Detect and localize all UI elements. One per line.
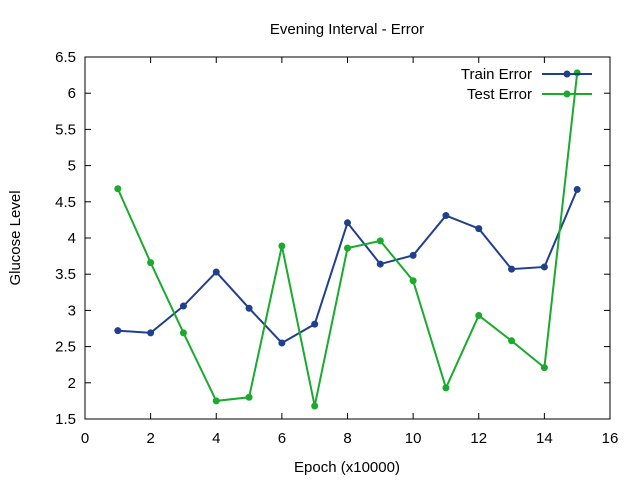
test-error-point: [245, 393, 253, 401]
y-tick-label: 5.5: [55, 121, 76, 138]
train-error-line: [117, 189, 579, 345]
test-error-point: [573, 69, 581, 77]
y-axis: 1.5 2 2.5 3 3.5 4 4.5 5 5.5 6 6.5: [55, 49, 610, 428]
chart-title: Evening Interval - Error: [270, 21, 424, 38]
y-tick-label: 6: [68, 85, 76, 102]
test-error-point: [508, 337, 516, 345]
x-axis-label: Epoch (x10000): [294, 459, 400, 476]
train-error-point: [442, 212, 450, 220]
train-error-point: [114, 327, 122, 335]
test-error-point: [376, 237, 384, 245]
test-error-line: [116, 72, 579, 407]
test-error-point: [311, 402, 319, 410]
train-error-point: [508, 265, 516, 273]
y-tick-label: 4: [68, 230, 76, 247]
legend-marker-train-error: [563, 70, 571, 78]
train-error-point: [344, 219, 351, 227]
train-error-point: [245, 304, 253, 312]
legend: Train Error Test Error: [461, 66, 592, 103]
test-error-point: [147, 259, 155, 267]
test-error-point: [475, 311, 483, 319]
test-error-point: [179, 329, 187, 337]
y-tick-label: 6.5: [55, 49, 76, 66]
train-error-point: [409, 251, 417, 259]
test-error-point: [344, 244, 351, 252]
series-layer: [114, 69, 581, 410]
y-tick-label: 3.5: [55, 266, 76, 283]
legend-marker-test-error: [563, 90, 571, 98]
x-tick-label: 16: [602, 430, 619, 447]
x-tick-label: 2: [146, 430, 154, 447]
test-error-point: [540, 364, 548, 372]
test-error-point: [114, 185, 122, 193]
train-error-point: [147, 329, 155, 337]
x-tick-label: 10: [405, 430, 422, 447]
x-tick-label: 4: [212, 430, 220, 447]
x-axis: 0 2 4 6 8 10 12 14 16: [81, 57, 619, 447]
train-error-point: [376, 260, 384, 268]
train-error-point: [573, 185, 581, 193]
train-error-point: [278, 339, 286, 347]
y-axis-label: Glucose Level: [7, 190, 24, 285]
legend-label-train-error: Train Error: [461, 66, 532, 83]
train-error-point: [540, 263, 548, 271]
train-error-point: [311, 320, 319, 328]
test-error-point: [409, 277, 417, 285]
y-tick-label: 5: [68, 158, 76, 175]
x-tick-label: 6: [278, 430, 286, 447]
x-tick-label: 8: [343, 430, 351, 447]
y-tick-label: 2: [68, 375, 76, 392]
test-error-point: [442, 384, 450, 392]
plot-frame: [84, 56, 611, 420]
test-error-point: [278, 242, 286, 250]
train-error-point: [179, 302, 187, 310]
x-tick-label: 14: [536, 430, 553, 447]
test-error-point: [212, 397, 220, 405]
y-tick-label: 4.5: [55, 194, 76, 211]
legend-label-test-error: Test Error: [467, 86, 532, 103]
x-tick-label: 12: [470, 430, 487, 447]
y-tick-label: 2.5: [55, 339, 76, 356]
train-error-point: [212, 268, 220, 276]
x-tick-label: 0: [81, 430, 89, 447]
y-tick-label: 1.5: [55, 411, 76, 428]
y-tick-label: 3: [68, 302, 76, 319]
train-error-point: [475, 225, 483, 233]
